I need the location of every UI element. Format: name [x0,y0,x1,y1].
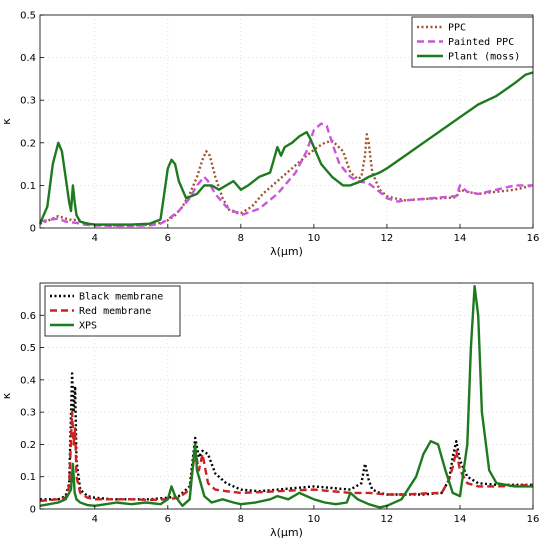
y-tick-label: 0.3 [20,96,36,107]
x-axis-label: λ(μm) [270,526,303,539]
legend-entry-label: Black membrane [79,292,163,303]
y-tick-label: 0.4 [20,375,36,386]
y-tick-label: 0.4 [20,53,36,64]
x-tick-label: 8 [238,233,244,244]
x-tick-label: 4 [92,233,98,244]
x-tick-label: 12 [381,514,394,525]
series-line-xps [39,285,533,509]
x-tick-label: 10 [308,233,321,244]
y-tick-label: 0.1 [20,472,36,483]
x-tick-label: 14 [454,514,467,525]
y-tick-label: 0.2 [20,138,36,149]
axes-frame [39,14,534,229]
series-line-plant-moss- [38,71,534,226]
legend: PPC Painted PPC Plant (moss) [411,16,534,68]
series-line-painted-ppc [39,122,533,228]
y-tick-label: 0 [30,224,36,235]
y-tick-label: 0.2 [20,440,36,451]
x-tick-label: 10 [308,514,321,525]
series-line-red-membrane [39,410,534,503]
axes-frame [39,282,534,510]
x-tick-label: 4 [92,514,98,525]
x-tick-label: 6 [165,514,171,525]
legend: Black membrane Red membrane XPS [44,285,181,337]
x-axis-label: λ(μm) [270,245,303,258]
y-tick-label: 0.5 [20,11,36,22]
x-tick-label: 14 [454,233,467,244]
y-tick-label: 0.5 [20,343,36,354]
legend-entry-label: Red membrane [79,306,151,317]
y-tick-label: 0.6 [20,311,36,322]
legend-entry-label: Plant (moss) [448,52,520,63]
y-axis-label: κ [0,118,13,125]
y-axis-label: κ [0,392,13,399]
y-tick-label: 0.3 [20,408,36,419]
legend-entry-label: XPS [79,321,97,332]
legend-entry-label: PPC [448,23,466,34]
x-tick-label: 8 [238,514,244,525]
bottom-chart: 4 6 8 10 12 14 16 0 0.1 0.2 0.3 0.4 0.5 0.6 λ(μm) κ Blac… [0,282,540,539]
top-chart: 4 6 8 10 12 14 16 0 0.1 0.2 0.3 0.4 0.5 λ(μm) κ PPC Pain… [0,11,539,259]
x-tick-label: 16 [527,233,540,244]
x-tick-label: 16 [527,514,540,525]
legend-entry-label: Painted PPC [448,37,514,48]
x-tick-label: 6 [165,233,171,244]
x-tick-label: 12 [381,233,394,244]
y-tick-label: 0.1 [20,181,36,192]
y-tick-label: 0 [30,505,36,516]
